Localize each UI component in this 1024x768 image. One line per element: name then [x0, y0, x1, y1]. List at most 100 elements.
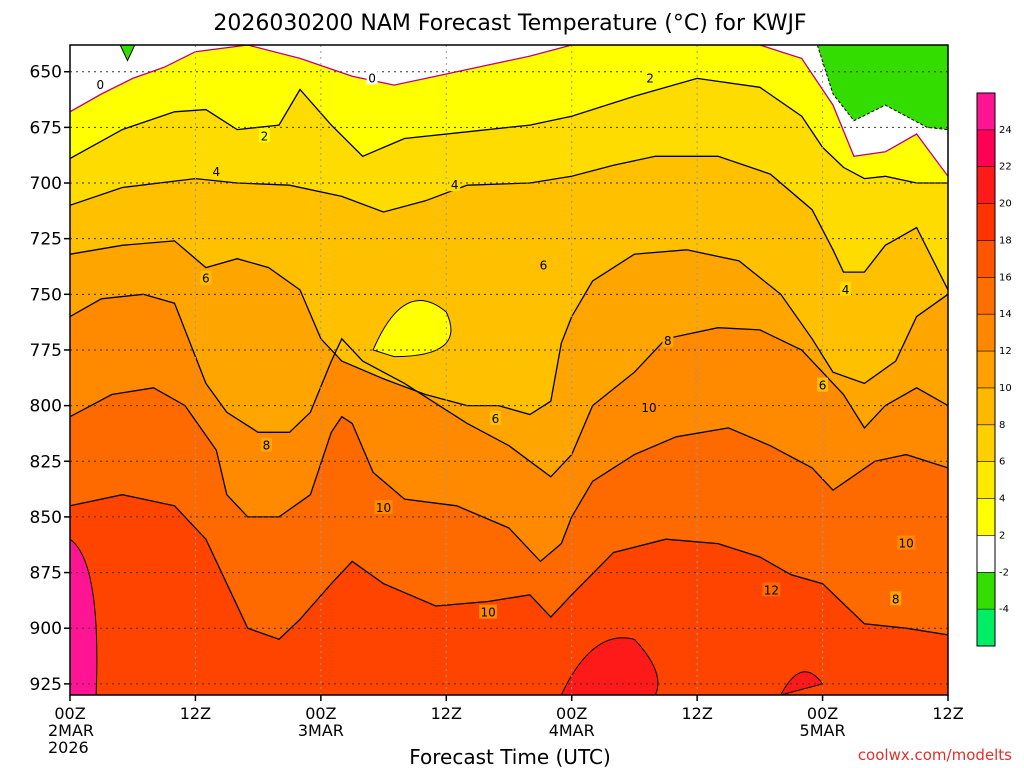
contour-label-bg — [644, 70, 656, 85]
x-tick-label: 3MAR — [298, 721, 344, 740]
colorbar-swatch — [977, 166, 995, 205]
contour-label-text: 8 — [664, 334, 672, 348]
contour-line-4 — [70, 155, 948, 291]
contour-label-text: 10 — [376, 501, 391, 515]
colorbar-tick-label: 16 — [999, 272, 1012, 283]
contour-label-text: 10 — [480, 606, 495, 620]
contour-label-text: 0 — [96, 78, 104, 92]
colorbar-frame — [976, 92, 996, 647]
colorbar-swatch — [977, 424, 995, 463]
contour-label-text: 12 — [764, 583, 779, 597]
contour-label-bg — [210, 163, 222, 178]
y-tick-label: 750 — [30, 285, 62, 305]
contour-label-text: 10 — [641, 401, 656, 415]
contour-label-text: 6 — [202, 272, 210, 286]
contour-label-bg — [200, 270, 212, 285]
x-tick-label: 00Z — [807, 704, 838, 723]
y-tick-label: 825 — [30, 452, 62, 472]
x-tick-label: 00Z — [54, 704, 85, 723]
contour-label: 10 — [640, 399, 659, 415]
contour-label-text: 4 — [451, 178, 459, 192]
plot-inner: 0 0 2 2 4 4 4 6 6 6 6 8 8 8 10 10 10 10 12 — [70, 45, 948, 695]
contour-label: 8 — [662, 333, 674, 348]
contour-line-6 — [70, 240, 948, 416]
warm-core-middle — [560, 637, 659, 695]
contour-label: 6 — [817, 377, 829, 393]
colorbar-tick-label: -2 — [999, 567, 1009, 578]
contour-label: 12 — [762, 582, 781, 597]
x-axis-label: Forecast Time (UTC) — [409, 745, 611, 768]
colorbar-swatch — [977, 535, 995, 573]
contour-label-bg — [762, 582, 781, 597]
contour-label: 8 — [890, 591, 902, 606]
colorbar-swatch — [977, 461, 995, 500]
colorbar-tick-label: 14 — [999, 309, 1012, 320]
x-tick-label: 5MAR — [800, 721, 846, 740]
y-tick-label: 875 — [30, 564, 62, 584]
contour-label: 4 — [210, 163, 222, 179]
y-tick-label: 775 — [30, 341, 62, 361]
contour-label-bg — [489, 410, 501, 425]
contour-label: 2 — [644, 70, 656, 85]
colorbar-legend: 24 22 20 18 16 14 12 10 8 6 4 2 -2 -4 — [976, 92, 1012, 647]
contour-label: 10 — [479, 604, 498, 620]
colorbar-swatch — [977, 314, 995, 352]
contour-label-bg — [366, 70, 378, 85]
colorbar-swatch — [977, 93, 995, 131]
y-tick-label: 900 — [30, 619, 62, 639]
contour-label-bg — [449, 177, 461, 192]
colorbar-swatch — [977, 572, 995, 610]
contour-label-bg — [840, 281, 852, 296]
contour-label-bg — [897, 535, 916, 550]
colorbar-tick-label: 22 — [999, 162, 1012, 173]
contour-label-bg — [817, 377, 829, 392]
plot-area: 0 0 2 2 4 4 4 6 6 6 6 8 8 8 10 10 10 10 12 — [69, 44, 949, 696]
contour-label-bg — [258, 128, 270, 143]
colorbar-tick-label: 2 — [999, 530, 1005, 541]
contour-label-text: 10 — [899, 537, 914, 551]
colorbar-swatch — [977, 609, 995, 647]
colorbar-swatch — [977, 277, 995, 315]
x-tick-label: 12Z — [431, 704, 462, 723]
contour-label-text: 8 — [263, 439, 271, 453]
contour-label-bg — [537, 257, 549, 272]
contour-label-bg — [479, 604, 498, 619]
x-tick-label: 4MAR — [549, 721, 595, 740]
y-tick-label: 800 — [30, 397, 62, 417]
warm-core-right — [780, 671, 824, 695]
contour-label: 0 — [366, 70, 378, 85]
x-tick-label: 12Z — [932, 704, 963, 723]
colorbar-swatch — [977, 203, 995, 241]
contour-label: 2 — [258, 128, 270, 143]
contour-line-12 — [70, 494, 948, 641]
colorbar-tick-label: 24 — [999, 125, 1012, 136]
cold-pocket-left — [119, 45, 136, 62]
x-tick-label: 00Z — [556, 704, 587, 723]
contour-label-text: 6 — [492, 412, 500, 426]
chart-title: 2026030200 NAM Forecast Temperature (°C)… — [213, 11, 806, 36]
contour-label: 4 — [840, 281, 852, 297]
x-tick-label: 2026 — [48, 738, 89, 757]
colorbar-swatch — [977, 240, 995, 278]
contour-label: 10 — [374, 500, 393, 515]
contour-label: 10 — [897, 535, 916, 551]
contour-label-text: 2 — [646, 71, 654, 85]
contour-label-bg — [94, 77, 106, 92]
contour-label: 4 — [449, 177, 461, 192]
y-axis: 650 675 700 725 750 775 800 825 850 875 900 925 — [30, 63, 70, 695]
credit-text: coolwx.com/modelts — [858, 746, 1012, 764]
colorbar-swatch — [977, 351, 995, 389]
colorbar-tick-label: 4 — [999, 494, 1005, 505]
x-tick-label: 12Z — [180, 704, 211, 723]
x-tick-label: 00Z — [305, 704, 336, 723]
contour-line-0 — [70, 45, 948, 177]
contour-label-text: 6 — [540, 258, 548, 272]
contour-label-text: 4 — [842, 283, 850, 297]
colorbar-tick-label: 18 — [999, 235, 1012, 246]
y-tick-label: 650 — [30, 63, 62, 83]
contour-label-text: 8 — [892, 592, 900, 606]
contour-label: 6 — [489, 410, 501, 426]
colorbar-tick-label: 6 — [999, 457, 1005, 468]
